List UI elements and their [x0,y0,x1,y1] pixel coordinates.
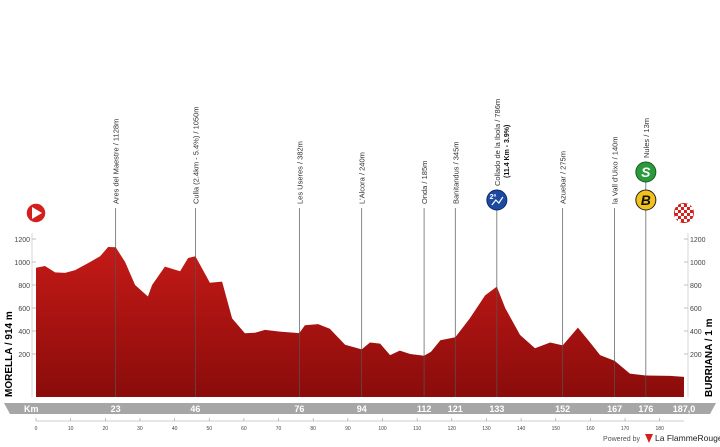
flamme-rouge-logo-icon [645,434,653,443]
start-label: MORELLA / 914 m [4,311,15,397]
x-tick-label: 130 [482,426,491,432]
checker [677,213,681,216]
x-tick-label: 60 [241,426,247,432]
y-tick-label-left: 400 [18,329,30,336]
checker [686,216,690,219]
km-marker: 176 [638,404,653,414]
x-tick-label: 0 [35,426,38,432]
y-tick-label-left: 200 [18,352,30,359]
checker [680,204,684,207]
waypoint-label: Les Useres / 382m [295,141,304,204]
brand-name: La FlammeRouge [655,433,720,443]
x-tick-label: 140 [517,426,526,432]
waypoint-label: la Vall d'Uixo / 140m [611,136,620,204]
checker [689,219,693,222]
checker [677,219,681,222]
y-tick-label-left: 600 [18,306,30,313]
y-tick-label-right: 1000 [690,260,706,267]
km-marker: 112 [417,404,432,414]
waypoint-label: Onda / 185m [420,161,429,204]
checker [674,216,678,219]
y-tick-label-left: 1200 [14,237,30,244]
waypoint-label: Collado de la Ibola / 786m [493,99,502,186]
x-tick-label: 120 [448,426,457,432]
checker [680,216,684,219]
checker [686,210,690,213]
km-marker: 121 [448,404,463,414]
x-tick-label: 40 [172,426,178,432]
x-tick-label: 70 [276,426,282,432]
checker [689,213,693,216]
play-icon [32,207,42,219]
waypoint-label: L'Alcora / 240m [358,152,367,204]
x-tick-label: 110 [413,426,421,432]
x-tick-label: 100 [378,426,387,432]
bonus-letter: B [641,192,651,208]
sprint-icon [635,161,657,183]
sprint-letter: S [641,164,651,180]
waypoint-label: Culla (2.4km - 5.4%) / 1050m [191,106,200,204]
km-marker: 94 [357,404,367,414]
km-marker: 46 [190,404,200,414]
km-marker: 133 [489,404,504,414]
checker [689,207,693,210]
y-tick-label-right: 800 [690,283,702,290]
total-distance: 187,0 [673,404,696,414]
y-tick-label-right: 600 [690,306,702,313]
x-tick-label: 80 [310,426,316,432]
checker [683,213,687,216]
km-band [4,403,716,414]
y-tick-label-left: 1000 [14,260,30,267]
checker [683,219,687,222]
checker [674,210,678,213]
x-tick-label: 50 [206,426,212,432]
checker [686,204,690,207]
km-label: Km [24,404,39,414]
powered-by: Powered by [603,436,640,443]
x-tick-label: 30 [137,426,143,432]
waypoint-label: Ares del Maestre / 1128m [112,119,121,204]
x-tick-label: 90 [345,426,351,432]
km-marker: 152 [555,404,570,414]
checker [683,207,687,210]
km-marker: 23 [111,404,121,414]
finish-label: BURRIANA / 1 m [704,318,715,397]
km-marker: 76 [294,404,304,414]
y-tick-label-right: 1200 [690,237,706,244]
y-tick-label-right: 200 [690,352,702,359]
mountain-icon [491,196,504,206]
y-tick-label-right: 400 [690,329,702,336]
bonus-icon [635,189,657,211]
x-tick-label: 170 [621,426,630,432]
checker [677,207,681,210]
x-tick-label: 20 [103,426,109,432]
x-tick-label: 180 [656,426,665,432]
x-tick-label: 150 [552,426,561,432]
waypoint-label: Nules / 13m [642,118,651,158]
elevation-profile [36,247,684,397]
waypoint-label: Azuebar / 275m [559,151,568,204]
x-tick-label: 10 [68,426,74,432]
climb-detail: (11.4 Km - 3.9%) [504,125,511,178]
checker [680,210,684,213]
checker [674,204,678,207]
x-tick-label: 160 [586,426,595,432]
waypoint-label: Banitandus / 345m [451,141,460,204]
climb-category: 2ª [490,194,497,201]
km-marker: 167 [607,404,622,414]
y-tick-label-left: 800 [18,283,30,290]
